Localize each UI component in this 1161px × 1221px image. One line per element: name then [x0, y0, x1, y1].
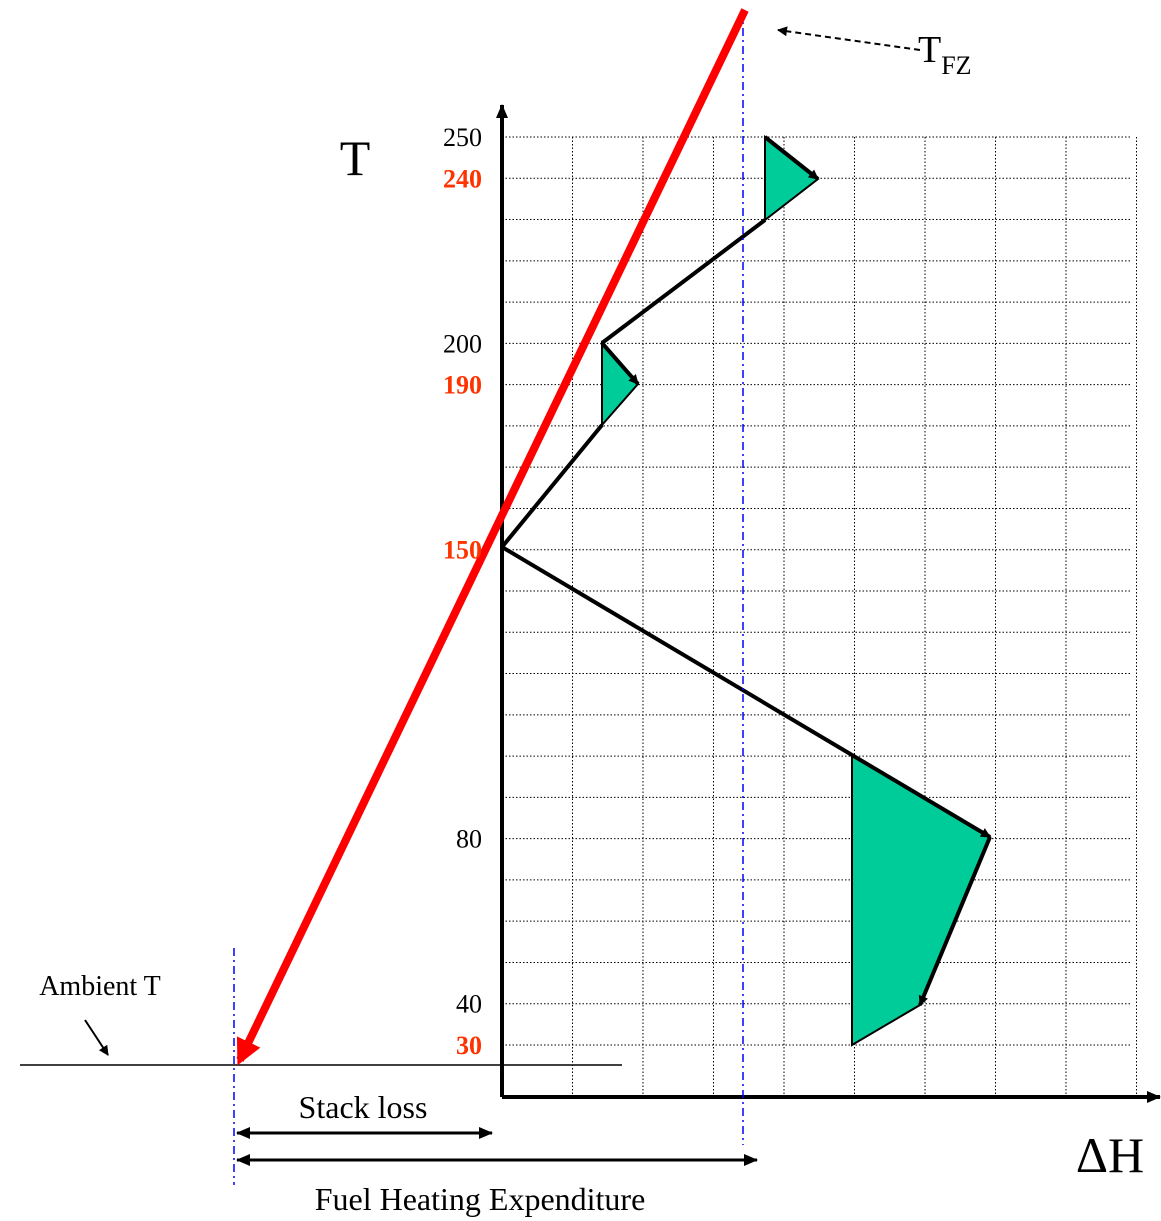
- y-axis-label: T: [340, 130, 371, 186]
- y-tick-label: 240: [443, 164, 482, 193]
- x-axis-label: ΔH: [1076, 1127, 1144, 1183]
- y-tick-label: 30: [456, 1031, 482, 1060]
- y-tick-label: 200: [443, 329, 482, 358]
- y-tick-label: 190: [443, 371, 482, 400]
- tfz-main: T: [918, 29, 941, 71]
- curve: [500, 135, 992, 1006]
- flue-gas-line: [236, 8, 749, 1066]
- tfz-label: TFZ: [918, 29, 972, 80]
- stack-loss-label: Stack loss: [299, 1089, 428, 1125]
- ambient-arrow: [84, 1019, 109, 1056]
- fuel-label: Fuel Heating Expenditure: [315, 1181, 646, 1217]
- y-tick-label: 250: [443, 123, 482, 152]
- y-tick-label: 80: [456, 825, 482, 854]
- pocket: [764, 134, 820, 223]
- grid: [502, 136, 1137, 1097]
- pocket: [601, 340, 640, 428]
- y-tick-label: 40: [456, 990, 482, 1019]
- ambient-label: Ambient T: [39, 971, 161, 1002]
- y-tick-label: 150: [443, 536, 482, 565]
- tfz-arrow: [777, 26, 921, 51]
- tfz-sub: FZ: [941, 51, 971, 80]
- tick-labels: 250 240 200 190 150 80 40 30: [443, 123, 482, 1060]
